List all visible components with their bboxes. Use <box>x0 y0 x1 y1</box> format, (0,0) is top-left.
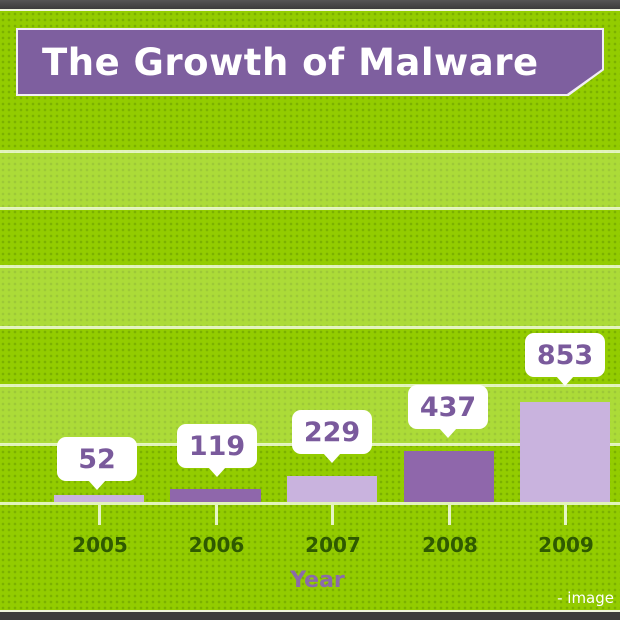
top-frame-line <box>0 9 620 11</box>
x-axis-tick <box>564 505 567 525</box>
gridline <box>0 384 620 387</box>
bar-2006 <box>170 489 261 502</box>
title-banner: The Growth of Malware <box>16 28 604 96</box>
value-callout-2009: 853 <box>525 333 605 386</box>
x-axis-tick <box>331 505 334 525</box>
x-axis-label-2005: 2005 <box>72 533 128 557</box>
x-axis-label-2007: 2007 <box>305 533 361 557</box>
x-axis-tick <box>98 505 101 525</box>
gridline <box>0 265 620 268</box>
gridline <box>0 326 620 329</box>
x-axis-label-2009: 2009 <box>538 533 594 557</box>
bar-2007 <box>287 476 377 502</box>
x-axis-label-2008: 2008 <box>422 533 478 557</box>
bottom-frame-bar <box>0 612 620 620</box>
value-callout-2006: 119 <box>177 424 257 477</box>
chart-background <box>0 11 620 610</box>
image-caption: - image <box>557 589 614 607</box>
gridline <box>0 207 620 210</box>
x-axis-tick <box>448 505 451 525</box>
bar-2009 <box>520 402 610 502</box>
baseline-axis <box>0 502 620 505</box>
gridline <box>0 150 620 153</box>
chart-title: The Growth of Malware <box>18 30 602 94</box>
bar-2008 <box>404 451 494 502</box>
value-callout-2008: 437 <box>408 385 488 438</box>
x-axis-title: Year <box>290 568 345 593</box>
bottom-frame-line <box>0 610 620 612</box>
top-frame-bar <box>0 0 620 9</box>
value-callout-2005: 52 <box>57 437 137 490</box>
bar-2005 <box>54 495 144 502</box>
x-axis-label-2006: 2006 <box>188 533 245 557</box>
x-axis-tick <box>214 505 218 525</box>
value-callout-2007: 229 <box>292 410 372 463</box>
grid-band <box>0 267 620 327</box>
grid-band <box>0 152 620 208</box>
